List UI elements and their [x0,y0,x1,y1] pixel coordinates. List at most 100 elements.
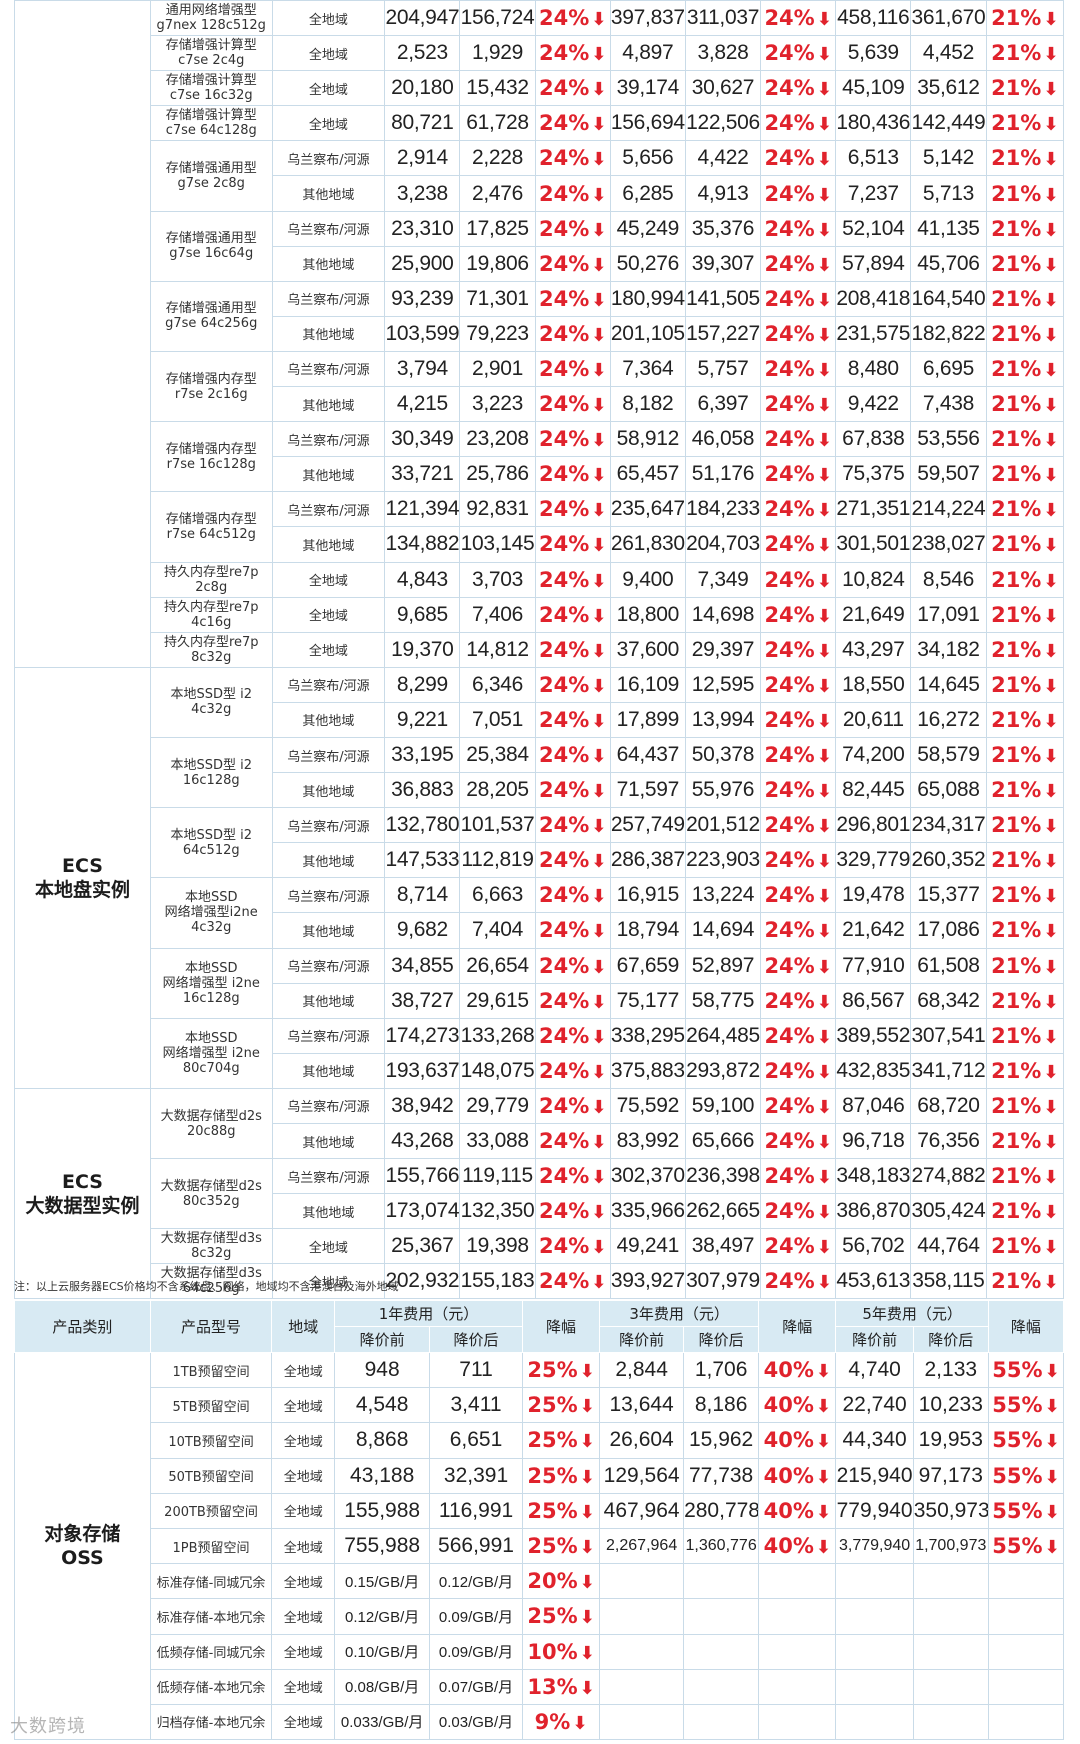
empty-cell [835,1668,914,1705]
price-cell: 193,637 [384,1052,461,1089]
price-drop-cell: 24% ⬇ [760,280,837,317]
down-arrow-icon: ⬇ [816,1026,832,1048]
table-row: 存储增强内存型 r7se 64c512g 乌兰察布/河源 121,394 92,831 2… [15,491,1065,563]
price-drop-cell: 24% ⬇ [760,70,837,107]
model-cell: 本地SSD型 i2 16c128g [149,736,273,809]
price-drop-cell: 21% ⬇ [985,772,1065,809]
drop-percent: 24% [538,1023,590,1048]
price-drop-cell: 24% ⬇ [760,947,837,984]
price-cell: 286,387 [609,842,686,879]
price-cell: 28,205 [459,772,536,809]
drop-percent: 10% [527,1639,578,1664]
price-drop-cell: 21% ⬇ [985,35,1065,72]
drop-percent: 24% [764,988,815,1013]
table-row: 对象存储 OSS 1TB预留空间 全地域 948 711 25% ⬇ 2,844 1,706 40%… [14,1351,1065,1741]
price-cell: 467,964 [599,1492,685,1529]
region-cell: 乌兰察布/河源 [271,666,386,703]
price-cell: 9,685 [384,596,461,633]
table-row: 其他地域 134,882 103,145 24% ⬇ 261,830 204,703 24% ⬇… [15,526,1065,563]
model-cell: 存储增强计算型 c7se 2c4g [149,35,273,72]
price-drop-cell: 24% ⬇ [760,666,837,703]
price-drop-cell: 24% ⬇ [760,807,837,844]
price-drop-cell: 24% ⬇ [534,386,611,423]
category-cell: 对象存储 OSS [14,1351,151,1741]
price-drop-cell: 21% ⬇ [985,70,1065,107]
drop-percent: 40% [763,1463,814,1488]
table-row: 低频存储-同城冗余 全地域 0.10/GB/月 0.09/GB/月 10% ⬇ [15,1633,1065,1670]
region-cell: 全地域 [271,105,386,142]
table-row: 其他地域 4,215 3,223 24% ⬇ 8,182 6,397 24% ⬇ 9,422 7,4… [15,386,1065,423]
header-drop-1y: 降幅 [521,1300,601,1353]
model-cell: 标准存储-本地冗余 [149,1598,273,1635]
price-drop-cell: 24% ⬇ [534,1122,611,1160]
price-drop-cell: 21% ⬇ [985,982,1065,1019]
down-arrow-icon: ⬇ [591,605,607,627]
price-cell: 0.09/GB/月 [429,1633,523,1670]
price-cell: 92,831 [459,491,536,528]
down-arrow-icon: ⬇ [816,184,832,206]
price-drop-cell: 24% ⬇ [760,140,837,177]
price-drop-cell: 21% ⬇ [985,526,1065,563]
down-arrow-icon: ⬇ [591,746,607,768]
price-drop-cell: 24% ⬇ [534,561,611,598]
price-cell: 348,183 [835,1158,912,1195]
price-drop-cell: 21% ⬇ [985,912,1065,949]
down-arrow-icon: ⬇ [1044,1396,1060,1418]
price-cell: 19,370 [384,631,461,668]
price-drop-cell: 21% ⬇ [985,701,1065,738]
drop-percent: 13% [527,1674,578,1699]
header-before-5y: 降价前 [835,1326,914,1353]
drop-percent: 40% [763,1498,814,1523]
price-cell: 182,822 [910,315,987,352]
down-arrow-icon: ⬇ [1043,289,1059,311]
down-arrow-icon: ⬇ [1043,675,1059,697]
price-cell: 19,398 [459,1228,536,1265]
price-drop-cell: 21% ⬇ [985,1228,1065,1265]
price-cell: 39,174 [609,70,686,107]
price-cell: 65,088 [910,772,987,809]
price-cell: 4,452 [910,35,987,72]
drop-percent: 55% [992,1498,1043,1523]
price-cell: 43,297 [835,631,912,668]
table-row: 本地SSD型 i2 64c512g 乌兰察布/河源 132,780 101,537 24%… [15,807,1065,879]
price-cell: 341,712 [910,1052,987,1089]
price-cell: 3,828 [684,35,762,72]
down-arrow-icon: ⬇ [1043,149,1059,171]
price-cell: 103,599 [384,315,461,352]
down-arrow-icon: ⬇ [1044,1431,1060,1453]
price-cell: 155,183 [459,1263,536,1300]
price-cell: 155,988 [334,1492,431,1529]
price-cell: 50,276 [609,245,686,282]
price-cell: 173,074 [384,1193,461,1230]
region-cell: 全地域 [271,70,386,107]
drop-percent: 24% [538,1058,590,1083]
down-arrow-icon: ⬇ [591,395,607,417]
price-cell: 174,273 [384,1017,461,1054]
price-drop-cell: 21% ⬇ [985,596,1065,633]
price-cell: 0.07/GB/月 [429,1668,523,1705]
price-cell: 4,422 [684,140,762,177]
region-cell: 乌兰察布/河源 [271,877,386,914]
down-arrow-icon: ⬇ [1043,991,1059,1013]
drop-percent: 24% [538,76,590,101]
price-cell: 14,694 [684,912,762,949]
price-drop-cell: 21% ⬇ [985,0,1065,37]
price-drop-cell: 24% ⬇ [760,350,837,388]
price-cell: 3,779,940 [835,1527,914,1565]
down-arrow-icon: ⬇ [591,640,607,662]
down-arrow-icon: ⬇ [579,1572,595,1594]
price-cell: 56,702 [835,1228,912,1265]
price-drop-cell: 24% ⬇ [760,456,837,493]
footnote: 注：以上云服务器ECS价格均不含系统盘、网络，地域均不含港澳台及海外地域 [14,1280,399,1293]
price-cell: 202,932 [384,1263,461,1300]
down-arrow-icon: ⬇ [591,465,607,487]
model-cell: 大数据存储型d3s 8c32g [149,1228,273,1265]
price-drop-cell: 24% ⬇ [760,596,837,633]
price-cell: 235,647 [609,491,686,528]
down-arrow-icon: ⬇ [591,149,607,171]
price-cell: 55,976 [684,772,762,809]
down-arrow-icon: ⬇ [1043,746,1059,768]
price-drop-cell: 55% ⬇ [987,1422,1065,1459]
price-drop-cell: 24% ⬇ [760,491,837,528]
price-cell: 156,694 [609,105,686,142]
